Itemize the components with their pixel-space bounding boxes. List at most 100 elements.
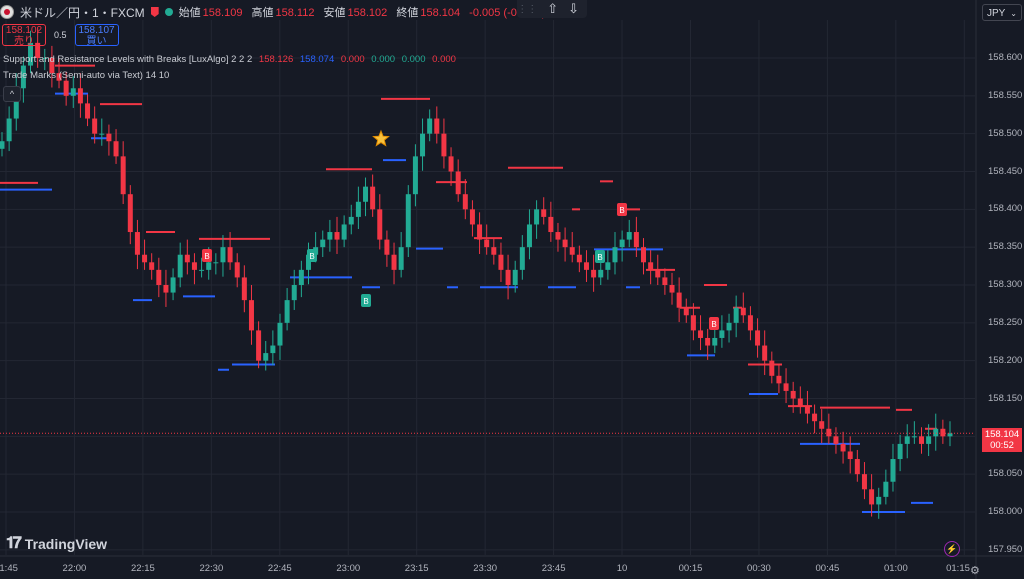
candle [291, 285, 297, 301]
candle [277, 322, 283, 346]
sell-marker-label: B [619, 206, 624, 215]
candle [947, 433, 953, 437]
candle [220, 247, 226, 263]
candle [491, 247, 497, 255]
candle [911, 436, 917, 438]
candle [77, 88, 83, 104]
sell-button[interactable]: 158.102 売り [2, 24, 46, 47]
candle [191, 262, 197, 270]
candle [184, 254, 190, 263]
lightning-icon[interactable]: ⚡ [944, 541, 960, 557]
time-tick-label: 22:00 [62, 563, 87, 574]
time-tick-label: 21:45 [0, 563, 18, 574]
candle [562, 239, 568, 248]
candle [869, 489, 875, 505]
tradingview-logo[interactable]: 𝟏𝟕 TradingView [6, 535, 108, 552]
tradingview-logo-icon: 𝟏𝟕 [6, 535, 22, 552]
candle [370, 186, 376, 210]
time-tick-label: 22:45 [267, 563, 292, 574]
candle [341, 224, 347, 240]
candle [669, 285, 675, 293]
candle [13, 88, 19, 119]
candle [20, 65, 26, 89]
candle [484, 239, 490, 248]
candle [170, 277, 176, 293]
market-status-icon [164, 8, 173, 16]
candle [284, 300, 290, 323]
candle [605, 262, 611, 270]
price-tick-label: 158.250 [988, 316, 1023, 328]
candle [683, 307, 689, 316]
candle [63, 80, 69, 96]
drag-handle-icon[interactable]: ⋮⋮ [517, 3, 538, 15]
time-tick-label: 23:45 [541, 563, 566, 574]
candle [56, 73, 62, 81]
candle [6, 118, 12, 142]
arrow-up-icon[interactable]: ⇧ [547, 1, 559, 16]
candle [142, 254, 148, 263]
currency-selector[interactable]: JPY ⌄ [982, 4, 1022, 21]
candle [241, 277, 247, 301]
symbol-name[interactable]: 米ドル／円・1・FXCM [20, 5, 145, 20]
collapse-legend-button[interactable]: ^ [3, 86, 21, 102]
candle [120, 156, 126, 195]
buy-marker-label: B [309, 252, 314, 261]
gear-icon[interactable]: ⚙ [970, 565, 980, 577]
price-tick-label: 158.000 [988, 506, 1023, 517]
candle [526, 224, 532, 248]
candle [49, 58, 55, 74]
sell-marker [709, 317, 719, 330]
candle [662, 277, 668, 285]
candle [398, 247, 404, 270]
price-tick-label: 158.050 [988, 468, 1023, 480]
candle [690, 315, 696, 331]
arrow-down-icon[interactable]: ⇩ [568, 1, 579, 16]
candle [576, 254, 582, 263]
last-price-label: 158.104 00:52 [982, 428, 1022, 452]
candle [776, 375, 782, 384]
candle [156, 269, 162, 285]
indicator-legend-trademarks[interactable]: Trade Marks (Semi-auto via Text) 14 10 [3, 70, 170, 81]
candle [113, 141, 119, 157]
candle [99, 133, 105, 135]
candle [740, 307, 746, 316]
candle [655, 269, 661, 278]
candle [569, 247, 575, 255]
buy-marker-label: B [597, 253, 602, 262]
time-tick-label: 01:15 [946, 563, 970, 574]
candle [676, 292, 682, 308]
candle [448, 156, 454, 172]
candle [755, 330, 761, 346]
candle [363, 186, 369, 202]
candle [833, 436, 839, 444]
time-tick-label: 22:30 [199, 563, 224, 574]
flag-icon[interactable] [150, 7, 159, 17]
candle [505, 269, 511, 285]
candle [234, 262, 240, 278]
candle [733, 307, 739, 323]
trade-panel: 158.102 売り 0.5 158.107 買い [2, 24, 119, 47]
buy-marker [361, 294, 371, 307]
candle [28, 42, 34, 66]
candle [619, 239, 625, 248]
candle [591, 269, 597, 278]
price-tick-label: 158.200 [988, 354, 1023, 366]
candle [127, 194, 133, 233]
candle [598, 269, 604, 278]
time-tick-label: 00:15 [678, 563, 703, 574]
candle [469, 209, 475, 225]
sell-marker [202, 249, 212, 262]
time-tick-label: 10 [616, 563, 628, 574]
candle [876, 496, 882, 505]
candle [149, 262, 155, 270]
candle [854, 459, 860, 475]
candle [747, 315, 753, 331]
time-tick-label: 23:00 [336, 563, 361, 574]
candle [477, 224, 483, 240]
buy-button[interactable]: 158.107 買い [74, 24, 119, 47]
sell-marker-label: B [711, 320, 716, 329]
candle [0, 141, 5, 149]
indicator-legend-sr[interactable]: Support and Resistance Levels with Break… [3, 54, 456, 65]
candle [519, 247, 525, 270]
